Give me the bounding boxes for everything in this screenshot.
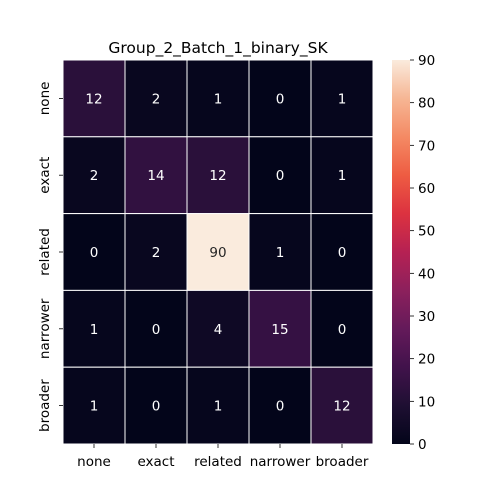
cell-value-label: 0 [90, 245, 99, 261]
cell-value-label: 2 [152, 91, 161, 107]
heatmap-cell [124, 213, 188, 291]
heatmap-cells: 12 2 1 0 12 14 12 0 10 2 90 1 01 0 4 15 01 0 1 0 12 [62, 59, 374, 445]
cell-value-label: 15 [271, 322, 288, 338]
heatmap-cell [248, 289, 312, 368]
x-tick-label: narrower [250, 454, 311, 470]
chart-title: Group_2_Batch_1_binary_SK [108, 39, 328, 58]
cell-value-label: 12 [209, 168, 226, 184]
cell-value-label: 1 [338, 168, 347, 184]
heatmap-cell [310, 136, 374, 215]
cell-value-label: 90 [209, 245, 226, 261]
y-axis-ticks: none exact related narrower broader [37, 82, 63, 432]
cell-value-label: 1 [90, 322, 99, 338]
heatmap-cell [124, 59, 188, 138]
cell-value-label: 0 [276, 91, 285, 107]
colorbar-gradient [392, 60, 410, 444]
y-tick-label: exact [37, 157, 53, 194]
heatmap-cell [310, 366, 374, 445]
heatmap-cell [62, 136, 126, 215]
heatmap-cell [186, 289, 250, 368]
cell-value-label: 12 [333, 399, 350, 415]
cell-value-label: 0 [152, 322, 161, 338]
cell-value-label: 12 [85, 91, 102, 107]
colorbar-tick-label: 90 [418, 53, 435, 69]
heatmap-cell [62, 366, 126, 445]
cell-value-label: 1 [338, 91, 347, 107]
heatmap-cell [62, 59, 126, 138]
colorbar-tick-label: 70 [418, 138, 435, 154]
cell-value-label: 2 [152, 245, 161, 261]
colorbar-tick-label: 30 [418, 309, 435, 325]
y-tick-label: narrower [37, 298, 53, 359]
cell-value-label: 0 [338, 245, 347, 261]
heatmap-cell [124, 289, 188, 368]
colorbar-tick-label: 40 [418, 266, 435, 282]
colorbar-tick-label: 10 [418, 394, 435, 410]
colorbar: 0 10 20 30 40 50 60 70 80 90 [392, 53, 435, 453]
colorbar-tick-label: 60 [418, 181, 435, 197]
colorbar-tick-label: 0 [418, 437, 427, 453]
x-tick-label: none [77, 454, 111, 470]
cell-value-label: 4 [214, 322, 223, 338]
x-tick-label: related [194, 454, 242, 470]
cell-value-label: 1 [276, 245, 285, 261]
y-tick-label: none [37, 82, 53, 116]
heatmap-cell [310, 213, 374, 291]
colorbar-tick-label: 20 [418, 352, 435, 368]
heatmap-cell [248, 213, 312, 291]
cell-value-label: 0 [276, 168, 285, 184]
y-tick-label: related [37, 228, 53, 276]
cell-value-label: 1 [90, 399, 99, 415]
heatmap-cell [124, 366, 188, 445]
cell-value-label: 0 [338, 322, 347, 338]
cell-value-label: 14 [147, 168, 164, 184]
cell-value-label: 1 [214, 399, 223, 415]
cell-value-label: 1 [214, 91, 223, 107]
cell-value-label: 0 [276, 399, 285, 415]
heatmap-cell [186, 136, 250, 215]
x-tick-label: exact [137, 454, 174, 470]
heatmap-cell [310, 289, 374, 368]
cell-value-label: 2 [90, 168, 99, 184]
x-tick-label: broader [316, 454, 369, 470]
heatmap-cell [248, 59, 312, 138]
heatmap-cell [186, 59, 250, 138]
y-tick-label: broader [37, 379, 53, 432]
colorbar-tick-label: 80 [418, 96, 435, 112]
heatmap-cell [186, 366, 250, 445]
colorbar-tick-label: 50 [418, 224, 435, 240]
x-axis-ticks: none exact related narrower broader [77, 444, 369, 470]
cell-value-label: 0 [152, 399, 161, 415]
